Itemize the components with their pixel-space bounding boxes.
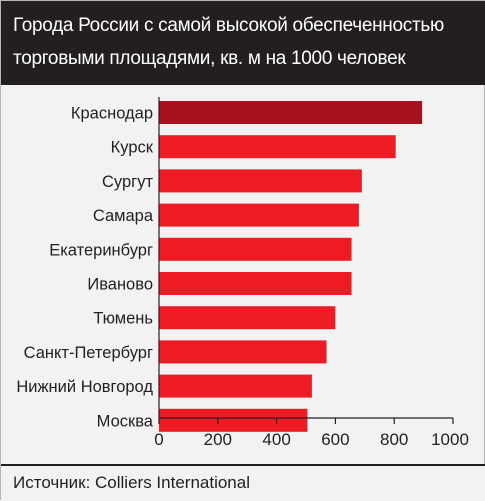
source-note: Источник: Colliers International (13, 473, 250, 492)
category-label: Екатеринбург (49, 241, 153, 259)
bar-10 (159, 408, 308, 432)
x-tick-label: 0 (154, 430, 163, 449)
bar-8 (159, 340, 327, 364)
bar-4 (159, 203, 359, 227)
bar-chart: Краснодар Курск Сургут Самара Екатеринбург Ив… (16, 97, 469, 449)
category-label: Курск (111, 139, 154, 157)
bar-2 (159, 135, 396, 159)
x-tick-label: 800 (380, 430, 408, 449)
category-label: Краснодар (71, 105, 153, 123)
x-tick-label: 400 (262, 430, 290, 449)
x-tick-label: 1000 (431, 430, 469, 449)
chart-footer: Источник: Colliers International (1, 464, 485, 501)
bar-5 (159, 237, 352, 261)
category-label: Самара (93, 207, 154, 225)
x-tick-label: 200 (204, 430, 232, 449)
chart-header: Города России с самой высокой обеспеченн… (1, 1, 485, 85)
category-label: Сургут (102, 173, 153, 191)
category-label: Москва (97, 412, 154, 430)
bar-7 (159, 306, 336, 330)
category-label: Санкт-Петербург (24, 344, 153, 362)
bar-6 (159, 272, 352, 295)
chart-title-line2: торговыми площадями, кв. м на 1000 челов… (13, 48, 406, 69)
category-label: Тюмень (93, 310, 153, 328)
category-label: Иваново (87, 276, 153, 294)
bar-3 (159, 169, 362, 193)
chart-title-line1: Города России с самой высокой обеспеченн… (13, 15, 444, 36)
bar-1 (159, 101, 423, 124)
category-label: Нижний Новгород (16, 378, 153, 396)
bar-9 (159, 374, 312, 398)
x-tick-label: 600 (321, 430, 349, 449)
